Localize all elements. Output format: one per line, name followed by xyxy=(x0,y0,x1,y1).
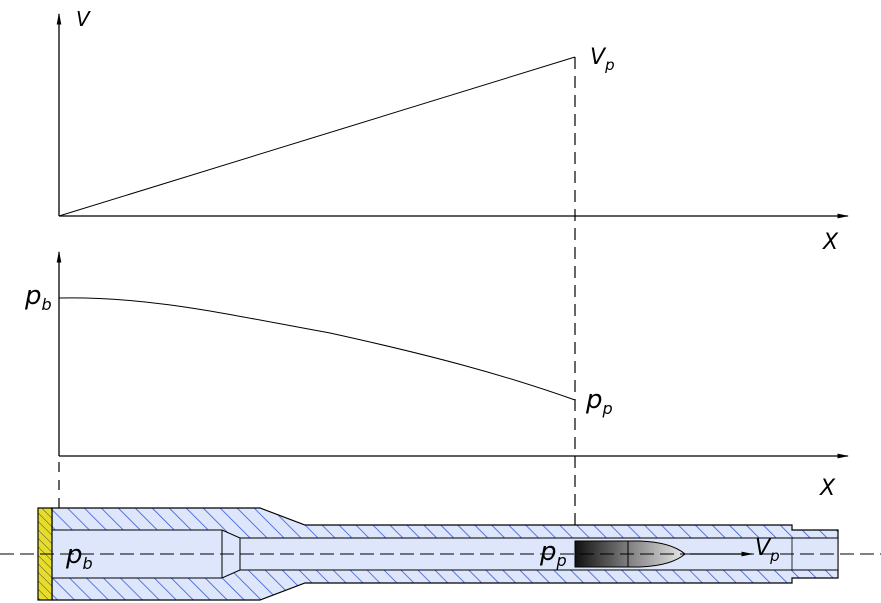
pressure-end-label: pp xyxy=(585,385,613,418)
pressure-curve xyxy=(58,297,576,401)
projectile-pressure-label: pp xyxy=(539,537,567,570)
velocity-graph: V X Vp xyxy=(56,7,850,255)
breech-pressure-label: pb xyxy=(65,540,93,573)
velocity-end-label: Vp xyxy=(590,45,615,74)
velocity-y-axis-label: V xyxy=(76,7,91,31)
barrel-section: pb pp Vp xyxy=(0,507,881,601)
velocity-curve xyxy=(58,56,576,217)
velocity-x-axis-label: X xyxy=(822,230,839,255)
projectile-velocity-label: Vp xyxy=(755,536,780,565)
pressure-graph: pb pp X xyxy=(24,250,850,501)
pressure-x-axis-label: X xyxy=(819,476,836,501)
pressure-start-label: pb xyxy=(24,281,52,314)
